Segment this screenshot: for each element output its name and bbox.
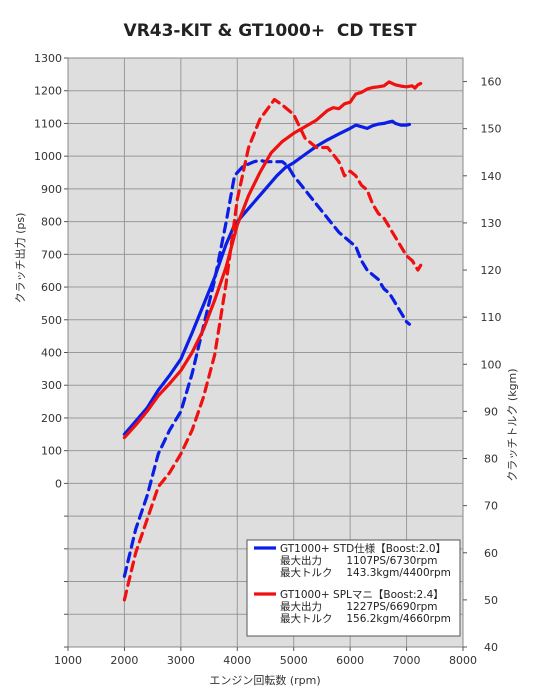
series-line-2 — [122, 158, 411, 578]
legend-detail: 最大トルク 156.2kgm/4660rpm — [280, 612, 451, 625]
y-right-tick-label: 150 — [481, 123, 502, 136]
y-right-tick-label: 160 — [481, 76, 502, 89]
legend-label: GT1000+ SPLマニ【Boost:2.4】 — [280, 589, 444, 601]
series-line-1 — [122, 119, 411, 436]
series-line-3 — [122, 80, 423, 440]
y-left-tick-label: 300 — [41, 379, 62, 392]
y-right-tick-label: 120 — [481, 264, 502, 277]
series-group — [122, 80, 423, 602]
y-right-tick-label: 70 — [484, 500, 498, 513]
y-right-tick-label: 100 — [481, 358, 502, 371]
y-left-tick-label: 0 — [55, 477, 62, 490]
x-axis-label: エンジン回転数 (rpm) — [209, 674, 320, 687]
legend-detail: 最大出力 1227PS/6690rpm — [280, 600, 438, 613]
x-tick-label: 4000 — [223, 654, 251, 667]
y-right-tick-label: 50 — [484, 594, 498, 607]
series-line-4 — [122, 97, 423, 602]
chart-title: VR43-KIT & GT1000+ CD TEST — [124, 21, 417, 41]
x-tick-label: 7000 — [393, 654, 421, 667]
y-right-tick-label: 140 — [481, 170, 502, 183]
y-axis-left: 0 100 200 300 400 500 600 700 800 900 1000 1100 1200… — [34, 52, 68, 648]
legend-label: GT1000+ STD仕様【Boost:2.0】 — [280, 542, 446, 555]
y-left-tick-label: 800 — [41, 216, 62, 229]
y-right-tick-label: 110 — [481, 311, 502, 324]
x-tick-label: 3000 — [167, 654, 195, 667]
legend-detail: 最大出力 1107PS/6730rpm — [280, 554, 438, 567]
x-tick-label: 8000 — [449, 654, 477, 667]
y-left-tick-label: 1100 — [34, 117, 62, 130]
y-axis-right: 40 50 60 70 80 90 100 110 120 130 140 150 160 — [463, 76, 502, 654]
y-left-tick-label: 200 — [41, 412, 62, 425]
legend: GT1000+ STD仕様【Boost:2.0】最大出力 1107PS/6730… — [246, 539, 461, 637]
y-left-tick-label: 400 — [41, 347, 62, 360]
x-tick-label: 1000 — [54, 654, 82, 667]
y-right-tick-label: 40 — [484, 641, 498, 654]
y-left-tick-label: 1300 — [34, 52, 62, 65]
x-tick-label: 5000 — [280, 654, 308, 667]
x-tick-label: 2000 — [110, 654, 138, 667]
y-left-tick-label: 100 — [41, 445, 62, 458]
y-left-tick-label: 500 — [41, 314, 62, 327]
legend-detail: 最大トルク 143.3kgm/4400rpm — [280, 566, 451, 579]
y-left-tick-label: 700 — [41, 248, 62, 261]
y-left-tick-label: 600 — [41, 281, 62, 294]
y-axis-right-label: クラッチトルク (kgm) — [506, 368, 519, 481]
y-right-tick-label: 80 — [484, 453, 498, 466]
y-axis-left-label: クラッチ出力 (ps) — [13, 213, 27, 304]
y-left-tick-label: 1200 — [34, 85, 62, 98]
y-right-tick-label: 90 — [484, 405, 498, 418]
y-left-tick-label: 1000 — [34, 150, 62, 163]
y-right-tick-label: 130 — [481, 217, 502, 230]
y-right-tick-label: 60 — [484, 547, 498, 560]
x-tick-label: 6000 — [336, 654, 364, 667]
x-axis: 1000 2000 3000 4000 5000 6000 7000 8000 — [54, 647, 477, 667]
legend-box — [246, 539, 461, 637]
y-left-tick-label: 900 — [41, 183, 62, 196]
